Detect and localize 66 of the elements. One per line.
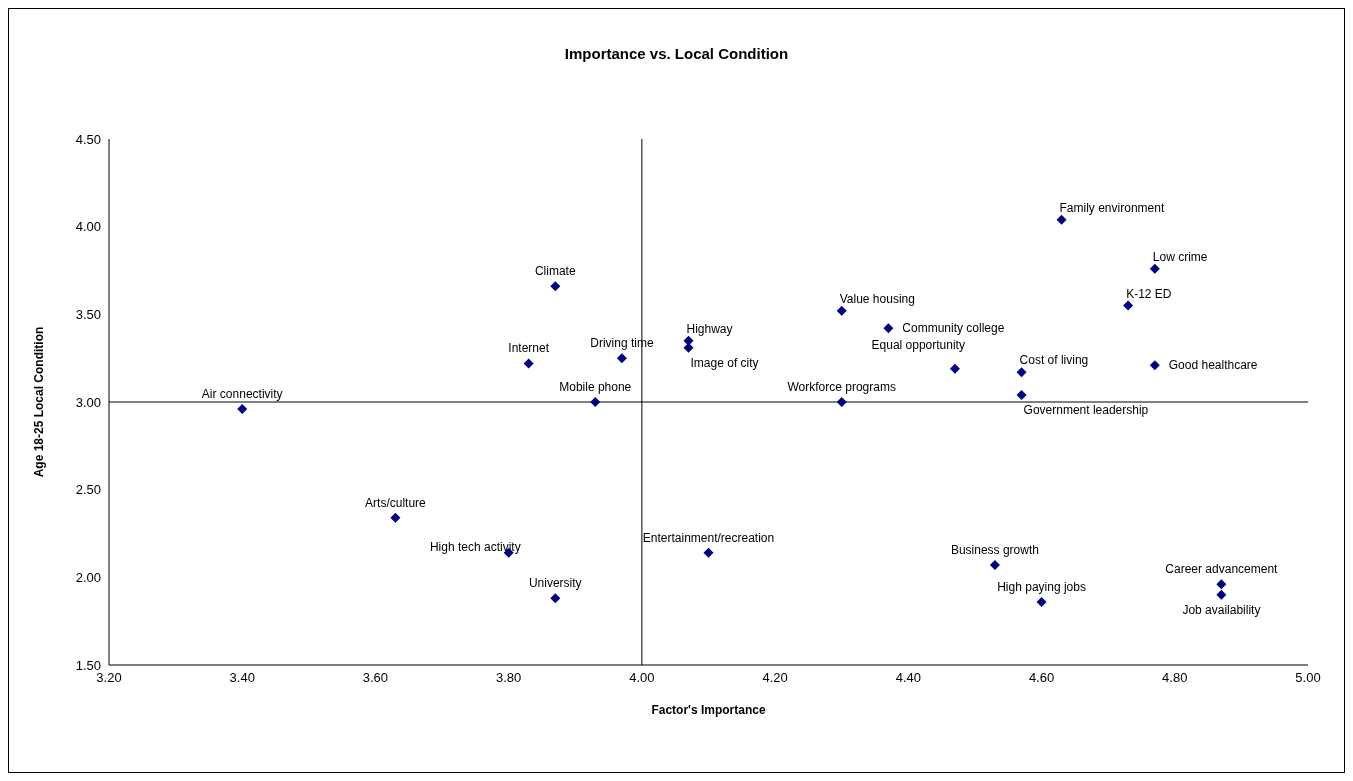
point (523, 358, 534, 369)
point (390, 512, 401, 523)
annotation: Government leadership (1023, 402, 1149, 417)
annotation: Family environment (1059, 200, 1165, 215)
point (1016, 389, 1027, 400)
annotation: Arts/culture (365, 495, 427, 510)
annotation: Cost of living (1019, 353, 1089, 368)
point (1056, 214, 1067, 225)
annotation: Entertainment/recreation (642, 530, 775, 545)
annotation: University (528, 576, 582, 591)
annotation: Mobile phone (559, 380, 632, 394)
point (989, 560, 1000, 571)
annotation: Climate (534, 264, 576, 279)
annotation: Equal opportunity (871, 337, 965, 352)
y-tick-label: 1.50 (75, 657, 101, 673)
annotation: Value housing (839, 291, 915, 306)
annotation: Air connectivity (201, 387, 283, 402)
annotation: High paying jobs (997, 579, 1086, 594)
point (550, 593, 561, 604)
x-tick-label: 4.40 (895, 670, 921, 686)
annotation: Low crime (1152, 249, 1208, 264)
annotation: Career advancement (1165, 562, 1279, 577)
annotation: Workforce programs (787, 380, 896, 394)
y-tick-label: 2.00 (75, 569, 101, 585)
point (1149, 360, 1160, 371)
y-tick-label: 2.50 (75, 482, 101, 498)
annotation: Good healthcare (1168, 358, 1258, 373)
y-tick-label: 4.50 (75, 131, 101, 147)
x-tick-label: 3.60 (362, 670, 389, 686)
x-tick-label: 4.20 (762, 670, 788, 686)
y-axis-title: Age 18-25 Local Condition (32, 326, 47, 478)
point (703, 547, 714, 558)
y-tick-label: 4.00 (75, 219, 101, 235)
point (590, 397, 601, 407)
annotation: Business growth (950, 543, 1039, 558)
point (836, 397, 847, 407)
annotation: Image of city (690, 355, 759, 370)
annotation: Highway (686, 321, 733, 336)
x-tick-label: 3.20 (96, 670, 122, 686)
point (616, 353, 627, 364)
annotation: Job availability (1182, 602, 1261, 617)
point (237, 404, 248, 415)
point (1036, 596, 1047, 607)
x-tick-label: 5.00 (1295, 670, 1321, 686)
annotation: Community college (902, 321, 1005, 336)
annotation: Internet (508, 341, 550, 356)
annotation: K-12 ED (1126, 286, 1172, 301)
point (1016, 367, 1027, 378)
chart-title: Importance vs. Local Condition (563, 45, 790, 62)
point (883, 323, 894, 334)
x-tick-label: 3.40 (229, 670, 255, 686)
point (1149, 263, 1160, 274)
point (1216, 579, 1227, 590)
x-tick-label: 4.60 (1028, 670, 1055, 686)
x-axis-title: Factor's Importance (651, 703, 766, 717)
y-tick-label: 3.00 (75, 394, 101, 410)
x-tick-label: 4.00 (629, 670, 655, 686)
point (949, 363, 960, 374)
point (1123, 300, 1134, 311)
point (836, 305, 847, 316)
x-tick-label: 4.80 (1162, 670, 1188, 686)
x-tick-label: 3.80 (496, 670, 522, 686)
point (1216, 589, 1227, 600)
y-tick-label: 3.50 (75, 306, 101, 322)
annotation: High tech activity (429, 539, 521, 554)
point (550, 281, 561, 292)
